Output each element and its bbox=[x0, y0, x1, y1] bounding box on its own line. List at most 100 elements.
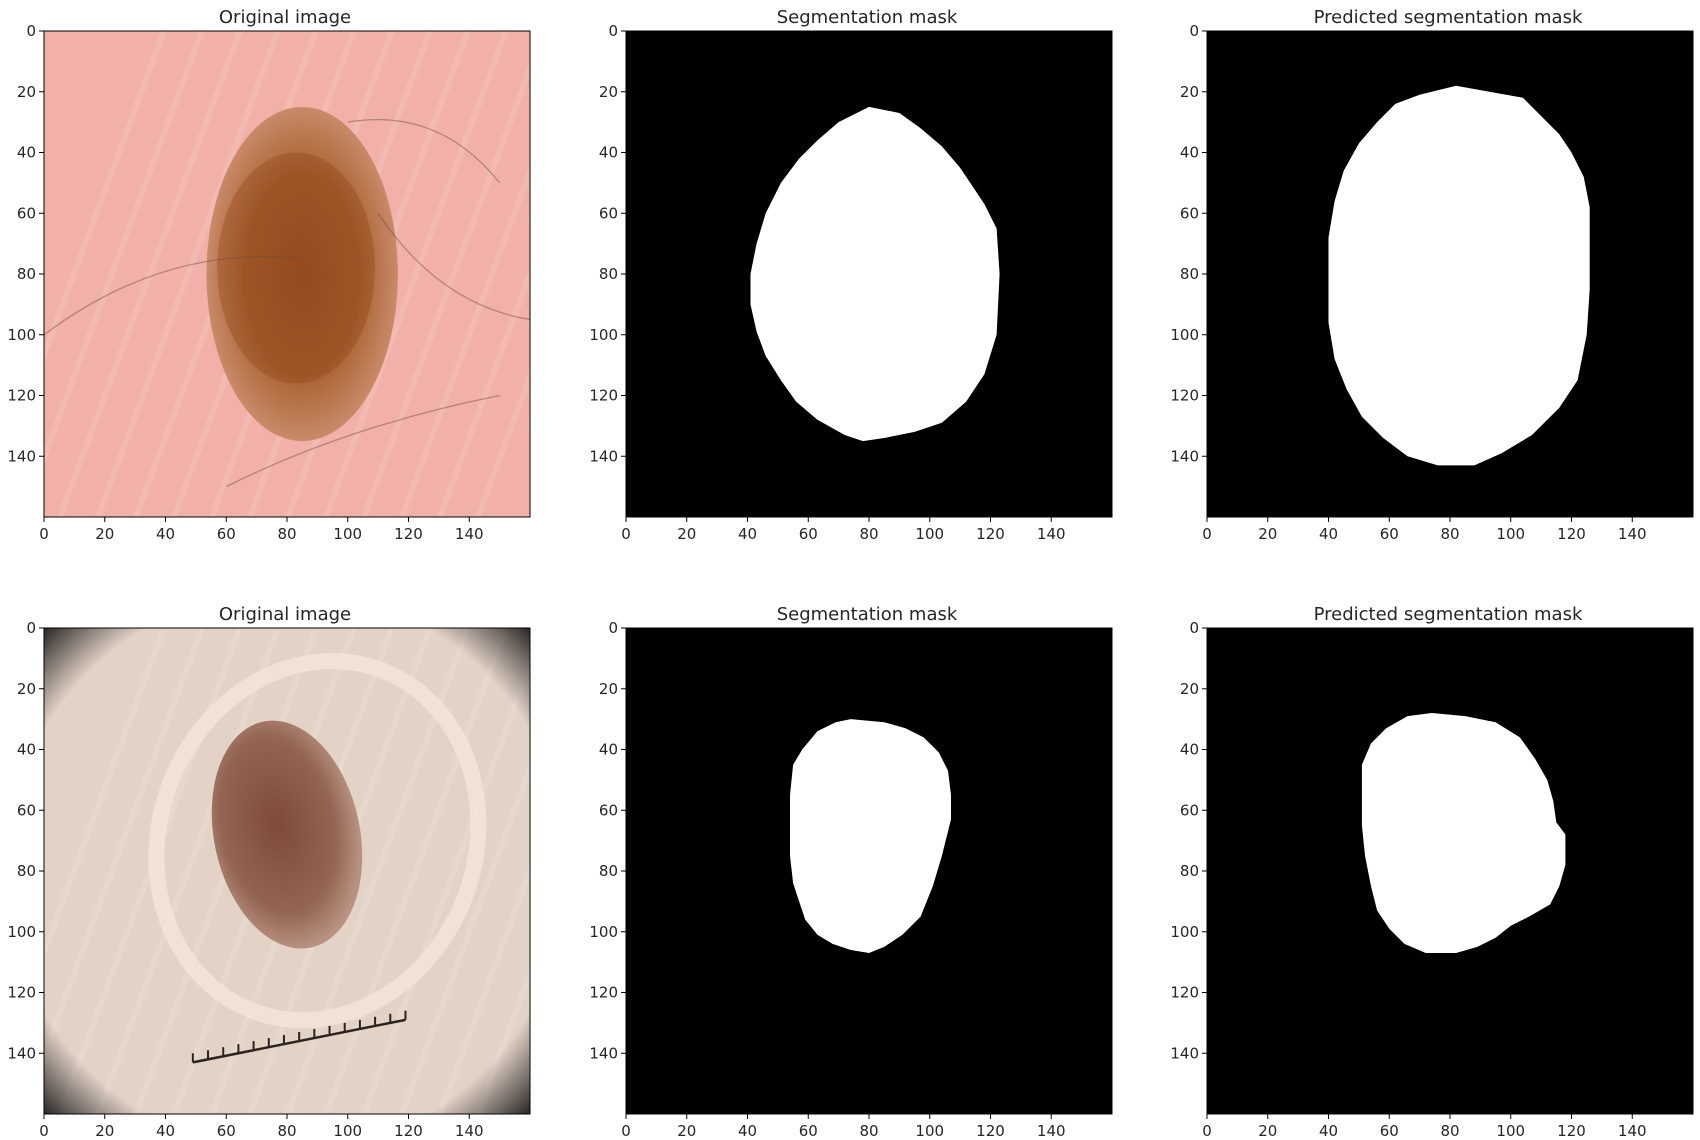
x-tick-label: 80 bbox=[277, 1122, 296, 1140]
y-tick-label: 60 bbox=[1180, 801, 1199, 819]
mask-region bbox=[1361, 713, 1566, 953]
mask-region bbox=[750, 106, 1000, 442]
x-tick-label: 20 bbox=[677, 1122, 696, 1140]
y-tick-label: 40 bbox=[599, 741, 618, 759]
x-tick-label: 140 bbox=[455, 525, 484, 543]
y-tick-label: 140 bbox=[1170, 447, 1199, 465]
hair bbox=[377, 212, 530, 321]
x-tick-label: 0 bbox=[39, 1122, 49, 1140]
y-tick-label: 140 bbox=[1170, 1044, 1199, 1062]
segmentation-mask-2 bbox=[626, 628, 1112, 1114]
mask-region bbox=[1328, 85, 1590, 466]
vignette bbox=[44, 628, 530, 1114]
x-tick-label: 120 bbox=[976, 1122, 1005, 1140]
y-tick-label: 80 bbox=[599, 862, 618, 880]
x-tick-label: 20 bbox=[1258, 525, 1277, 543]
panel-title: Predicted segmentation mask bbox=[1314, 604, 1583, 625]
x-tick-label: 60 bbox=[799, 525, 818, 543]
y-tick-label: 120 bbox=[1170, 387, 1199, 405]
x-tick-label: 80 bbox=[859, 1122, 878, 1140]
panel-title: Original image bbox=[219, 7, 351, 28]
lesion-core bbox=[217, 152, 376, 384]
x-tick-label: 80 bbox=[1440, 525, 1459, 543]
x-tick-label: 100 bbox=[333, 1122, 362, 1140]
y-tick-label: 20 bbox=[17, 680, 36, 698]
lesion bbox=[206, 106, 398, 442]
x-tick-label: 40 bbox=[738, 1122, 757, 1140]
skin-texture bbox=[323, 31, 509, 517]
y-tick-label: 20 bbox=[1180, 680, 1199, 698]
x-tick-label: 140 bbox=[1618, 525, 1647, 543]
axes: 0 20 40 60 80 100 120 140 0 20 40 60 80 100 120 140 bbox=[7, 22, 531, 543]
y-tick-label: 40 bbox=[17, 144, 36, 162]
panel-title: Segmentation mask bbox=[777, 7, 958, 28]
skin-texture bbox=[44, 31, 167, 364]
x-tick-label: 120 bbox=[1557, 1122, 1586, 1140]
x-tick-label: 0 bbox=[621, 1122, 631, 1140]
x-tick-label: 60 bbox=[217, 1122, 236, 1140]
y-tick-label: 80 bbox=[1180, 862, 1199, 880]
skin-texture bbox=[437, 265, 530, 517]
y-tick-label: 140 bbox=[7, 1044, 36, 1062]
y-tick-label: 0 bbox=[608, 619, 618, 637]
hair bbox=[225, 394, 500, 488]
x-tick-label: 140 bbox=[1618, 1122, 1647, 1140]
y-tick-label: 0 bbox=[26, 619, 36, 637]
original-image-2 bbox=[44, 628, 530, 1114]
y-tick-label: 80 bbox=[17, 862, 36, 880]
y-tick-label: 60 bbox=[1180, 204, 1199, 222]
y-tick-label: 60 bbox=[17, 204, 36, 222]
x-tick-label: 100 bbox=[915, 1122, 944, 1140]
skin-texture bbox=[399, 162, 530, 517]
x-tick-label: 80 bbox=[859, 525, 878, 543]
x-tick-label: 60 bbox=[799, 1122, 818, 1140]
x-tick-label: 100 bbox=[333, 525, 362, 543]
y-tick-label: 120 bbox=[1170, 984, 1199, 1002]
panel-row2-original: Original image 0 20 40 60 80 100 120 140 0 20 40 60… bbox=[7, 604, 531, 1140]
y-tick-label: 40 bbox=[17, 741, 36, 759]
x-tick-label: 100 bbox=[915, 525, 944, 543]
y-tick-label: 100 bbox=[1170, 923, 1199, 941]
hair bbox=[44, 256, 303, 336]
x-tick-label: 40 bbox=[1319, 1122, 1338, 1140]
y-tick-label: 0 bbox=[1189, 619, 1199, 637]
panel-row1-predicted: Predicted segmentation mask 0 20 40 60 80 100… bbox=[1170, 7, 1694, 543]
y-tick-label: 120 bbox=[7, 387, 36, 405]
x-tick-label: 40 bbox=[738, 525, 757, 543]
panel-title: Original image bbox=[219, 604, 351, 625]
x-tick-label: 20 bbox=[1258, 1122, 1277, 1140]
y-tick-label: 100 bbox=[1170, 326, 1199, 344]
x-tick-label: 0 bbox=[621, 525, 631, 543]
y-tick-label: 100 bbox=[7, 326, 36, 344]
y-tick-label: 20 bbox=[1180, 83, 1199, 101]
y-tick-label: 40 bbox=[1180, 741, 1199, 759]
skin-texture bbox=[475, 367, 530, 517]
skin-texture bbox=[95, 31, 281, 517]
x-tick-label: 120 bbox=[976, 525, 1005, 543]
hair bbox=[347, 118, 501, 184]
x-tick-label: 0 bbox=[1202, 1122, 1212, 1140]
x-tick-label: 20 bbox=[677, 525, 696, 543]
x-tick-label: 80 bbox=[277, 525, 296, 543]
x-tick-label: 60 bbox=[1380, 1122, 1399, 1140]
predicted-mask-2 bbox=[1207, 628, 1693, 1114]
panel-title: Segmentation mask bbox=[777, 604, 958, 625]
skin-texture bbox=[361, 60, 530, 517]
panel-row2-mask: Segmentation mask 0 20 40 60 80 100 120 140 0 20 4… bbox=[589, 604, 1113, 1140]
x-tick-label: 60 bbox=[217, 525, 236, 543]
x-tick-label: 40 bbox=[1319, 525, 1338, 543]
original-image-1 bbox=[44, 31, 530, 517]
y-tick-label: 60 bbox=[599, 204, 618, 222]
x-tick-label: 120 bbox=[394, 1122, 423, 1140]
y-tick-label: 20 bbox=[599, 83, 618, 101]
x-tick-label: 60 bbox=[1380, 525, 1399, 543]
y-tick-label: 120 bbox=[589, 984, 618, 1002]
x-tick-label: 0 bbox=[1202, 525, 1212, 543]
x-tick-label: 40 bbox=[156, 1122, 175, 1140]
skin-texture bbox=[57, 31, 243, 517]
x-tick-label: 40 bbox=[156, 525, 175, 543]
x-tick-label: 100 bbox=[1496, 1122, 1525, 1140]
y-tick-label: 140 bbox=[7, 447, 36, 465]
axes: 0 20 40 60 80 100 120 140 0 20 40 60 80 100 120 140 bbox=[7, 619, 531, 1140]
